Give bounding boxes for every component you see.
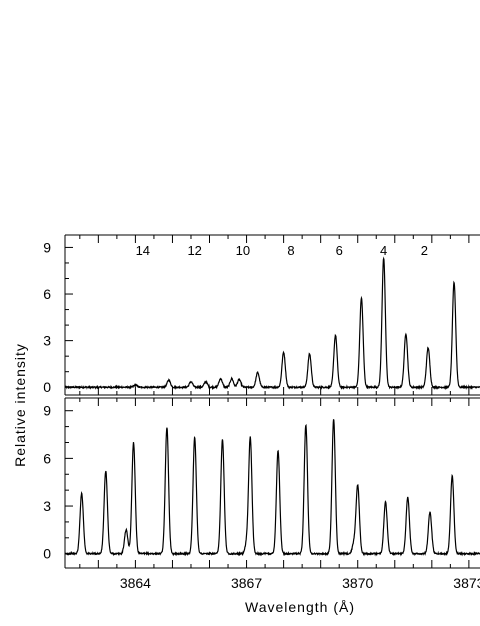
- order-label: 4: [380, 243, 387, 258]
- order-label: 8: [287, 243, 294, 258]
- y-tick-label: 3: [43, 498, 51, 514]
- y-tick-label: 6: [43, 286, 51, 302]
- y-axis-label: Relative intensity: [12, 343, 28, 467]
- order-label: 12: [187, 243, 201, 258]
- order-label: 6: [336, 243, 343, 258]
- y-tick-label: 0: [43, 379, 51, 395]
- order-label: 10: [236, 243, 250, 258]
- order-label: 14: [136, 243, 150, 258]
- y-tick-label: 3: [43, 333, 51, 349]
- order-label: 2: [421, 243, 428, 258]
- x-tick-labels: 3864 3867 3870 3873: [120, 575, 480, 591]
- y-tick-label: 0: [43, 546, 51, 562]
- x-tick-label: 3870: [342, 575, 373, 591]
- bottom-panel: 0 3 6 9: [43, 397, 480, 569]
- y-tick-label: 9: [43, 403, 51, 419]
- x-tick-label: 3873: [453, 575, 480, 591]
- x-tick-label: 3864: [120, 575, 151, 591]
- y-tick-label: 9: [43, 239, 51, 255]
- y-tick-label: 6: [43, 450, 51, 466]
- x-tick-label: 3867: [231, 575, 262, 591]
- spectrum-line: [64, 256, 480, 391]
- x-axis-label: Wavelength (Å): [245, 599, 355, 615]
- top-panel: 0 3 6 9 14 12 10 8 6 4 2: [43, 234, 480, 396]
- spectrum-line: [64, 419, 480, 557]
